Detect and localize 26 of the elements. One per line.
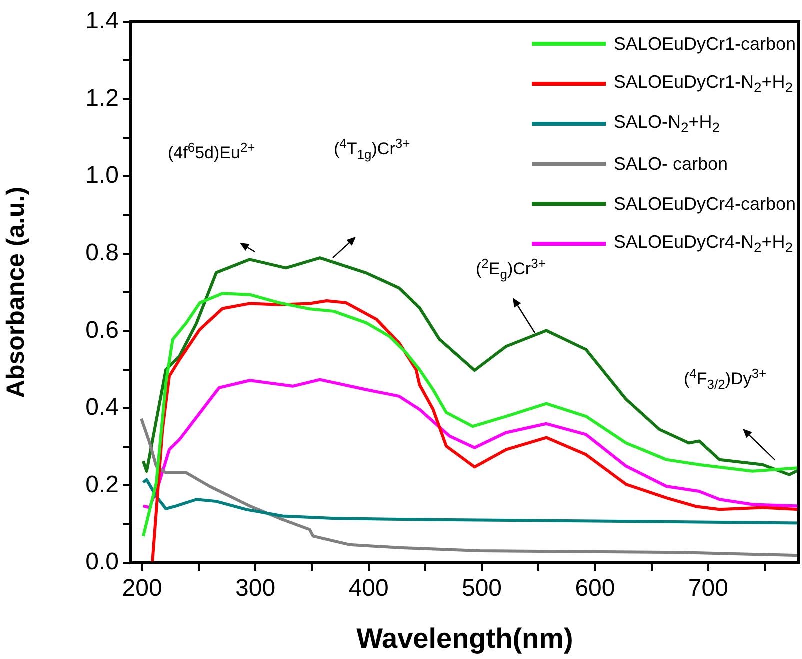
annotation: ($^{2}$E$_{g}$)Cr$^{3+}$ <box>476 256 546 282</box>
y-axis-title: Absorbance (a.u.) <box>2 186 30 398</box>
annotation: ($^{4}$T$_{1g}$)Cr$^{3+}$ <box>334 136 410 162</box>
legend-label: SALOEuDyCr1-N$_{2}$+H$_{2}$ <box>614 72 794 96</box>
legend-label: SALO-N$_{2}$+H$_{2}$ <box>614 112 720 136</box>
y-tick-label: 0.6 <box>86 316 119 344</box>
y-tick-label: 1.2 <box>86 84 119 112</box>
legend-label: SALOEuDyCr4-carbon <box>614 194 796 214</box>
x-axis-title: Wavelength(nm) <box>356 622 574 654</box>
legend-label: SALOEuDyCr1-carbon <box>614 34 796 54</box>
x-tick-label: 700 <box>688 575 728 602</box>
x-tick-label: 200 <box>122 575 162 602</box>
annotation: ($^{4}$F$_{3/2}$)Dy$^{3+}$ <box>684 366 767 392</box>
y-tick-label: 0.8 <box>86 239 119 266</box>
y-tick-label: 1.0 <box>86 162 119 190</box>
x-tick-label: 300 <box>236 575 276 602</box>
x-tick-label: 600 <box>575 575 616 602</box>
annotation: (4f$^{6}$5d)Eu$^{2+}$ <box>168 140 256 164</box>
x-tick-label: 500 <box>462 575 502 602</box>
legend-label: SALO- carbon <box>614 154 728 174</box>
y-tick-label: 0.2 <box>86 471 119 498</box>
y-tick-label: 1.4 <box>86 8 119 35</box>
legend-label: SALOEuDyCr4-N$_{2}$+H$_{2}$ <box>614 232 794 256</box>
y-tick-label: 0.4 <box>86 394 119 422</box>
x-tick-label: 400 <box>348 575 389 602</box>
y-tick-label: 0.0 <box>86 548 119 576</box>
